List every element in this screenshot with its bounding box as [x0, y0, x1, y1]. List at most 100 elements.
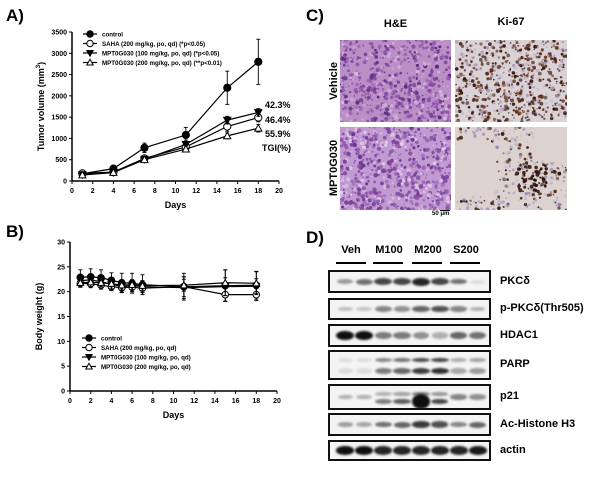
x-tick-label: 16: [234, 188, 242, 195]
scale-bar: [440, 210, 450, 211]
series-1: [76, 276, 261, 302]
y-tick-label: 2000: [51, 93, 67, 100]
x-tick-label: 4: [111, 188, 115, 195]
protein-band: [393, 446, 412, 455]
protein-band: [337, 367, 354, 374]
lane-bar-m100: [373, 262, 403, 264]
x-tick-label: 0: [70, 188, 74, 195]
marker-filled-circle-icon: [181, 130, 190, 140]
protein-band: [450, 394, 467, 400]
marker-open-triangle-icon: [108, 167, 118, 176]
tgi-annotation: 42.3%: [265, 100, 291, 110]
legend-entry: MPT0G030 (100 mg/kg, po, qd): [101, 355, 191, 362]
protein-band: [430, 358, 449, 363]
scale-bar-label: 50 μm: [432, 211, 450, 217]
protein-band: [431, 392, 449, 396]
protein-band: [411, 393, 430, 408]
protein-band: [355, 278, 373, 285]
protein-band: [374, 421, 392, 428]
protein-band: [412, 332, 430, 339]
protein-band: [393, 421, 411, 428]
protein-band: [450, 331, 468, 340]
protein-band: [337, 279, 354, 284]
protein-band: [411, 358, 430, 363]
protein-band: [430, 278, 449, 285]
marker-open-triangle-icon: [85, 58, 95, 66]
protein-band: [430, 367, 449, 374]
tgi-annotation: 55.9%: [265, 129, 291, 139]
marker-filled-circle-icon: [86, 30, 94, 38]
x-tick-label: 10: [172, 188, 180, 195]
y-tick-label: 3000: [51, 51, 67, 58]
lane-group-s200: S200: [453, 244, 479, 256]
marker-open-triangle-icon: [179, 280, 188, 289]
x-tick-label: 20: [273, 398, 281, 405]
ki67-mpt0g030-image: [455, 127, 567, 210]
y-tick-label: 2500: [51, 72, 67, 79]
protein-band: [431, 398, 449, 404]
blot-protein-label: p-PKCδ(Thr505): [500, 302, 584, 314]
x-tick-label: 6: [132, 188, 136, 195]
body-weight-chart: 0 5 10 15 20 25 30 0 2 4 6 8 10 12 14 16 18 20 Days Body we…: [34, 240, 281, 421]
he-mpt0g030-image: [340, 127, 451, 210]
lane-group-m200: M200: [414, 244, 442, 256]
marker-open-triangle-icon: [127, 280, 137, 288]
y-tick-label: 1000: [51, 136, 67, 143]
marker-filled-circle-icon: [140, 143, 149, 152]
panel-label-b: B): [6, 222, 24, 241]
panel-label-d: D): [306, 228, 324, 247]
panel-label-a: A): [6, 6, 24, 25]
protein-band: [337, 306, 354, 312]
protein-band: [356, 367, 373, 374]
marker-open-triangle-icon: [84, 362, 94, 370]
y-axis-label: Body weight (g): [34, 283, 44, 351]
protein-band: [374, 398, 392, 404]
protein-band: [450, 358, 467, 363]
x-tick-label: 0: [68, 398, 72, 405]
protein-band: [431, 305, 449, 313]
x-tick-label: 12: [192, 188, 200, 195]
marker-open-triangle-icon: [253, 123, 263, 132]
he-vehicle-image: [340, 40, 451, 122]
lane-group-m100: M100: [375, 244, 403, 256]
legend: control SAHA (200 mg/kg, po, qd) (*p<0.05…: [83, 30, 222, 67]
legend-entry: SAHA (200 mg/kg, po, qd): [101, 345, 176, 352]
protein-band: [469, 306, 486, 312]
blot-protein-label: PKCδ: [500, 274, 530, 287]
protein-band: [337, 358, 354, 363]
legend-entry: control: [101, 336, 122, 343]
protein-band: [356, 422, 373, 427]
marker-open-triangle-icon: [140, 155, 149, 164]
marker-open-triangle-icon: [76, 278, 85, 286]
y-tick-label: 25: [57, 264, 65, 271]
marker-open-circle-icon: [86, 39, 94, 48]
protein-band: [469, 421, 487, 428]
protein-band: [468, 331, 487, 340]
x-tick-label: 14: [211, 398, 219, 405]
tgi-annotation: TGI(%): [262, 143, 291, 153]
x-tick-label: 10: [170, 398, 178, 405]
x-axis-label: Days: [165, 200, 187, 210]
legend: control SAHA (200 mg/kg, po, qd) MPT0G030 …: [82, 334, 191, 371]
y-tick-label: 1500: [51, 115, 67, 122]
lane-bar-s200: [450, 262, 480, 264]
ki67-vehicle-image: [455, 40, 567, 122]
x-tick-label: 14: [213, 188, 221, 195]
x-tick-label: 18: [254, 188, 262, 195]
series-3: [77, 123, 263, 179]
protein-band: [393, 392, 411, 396]
legend-entry: MPT0G030 (100 mg/kg, po, qd) (*p<0.05): [102, 51, 219, 58]
protein-band: [393, 398, 411, 404]
x-axis-label: Days: [163, 410, 185, 420]
blot-protein-label: HDAC1: [500, 328, 538, 341]
protein-band: [469, 367, 486, 374]
blot-strip: [328, 270, 491, 293]
legend-entry: MPT0G030 (200 mg/kg, po, qd): [101, 364, 191, 371]
tgi-annotation: 46.4%: [265, 115, 291, 125]
protein-band: [374, 306, 392, 312]
x-tick-label: 8: [151, 398, 155, 405]
series-3: [76, 269, 261, 297]
protein-band: [468, 446, 487, 455]
protein-band: [393, 331, 411, 340]
marker-open-triangle-icon: [117, 280, 126, 289]
